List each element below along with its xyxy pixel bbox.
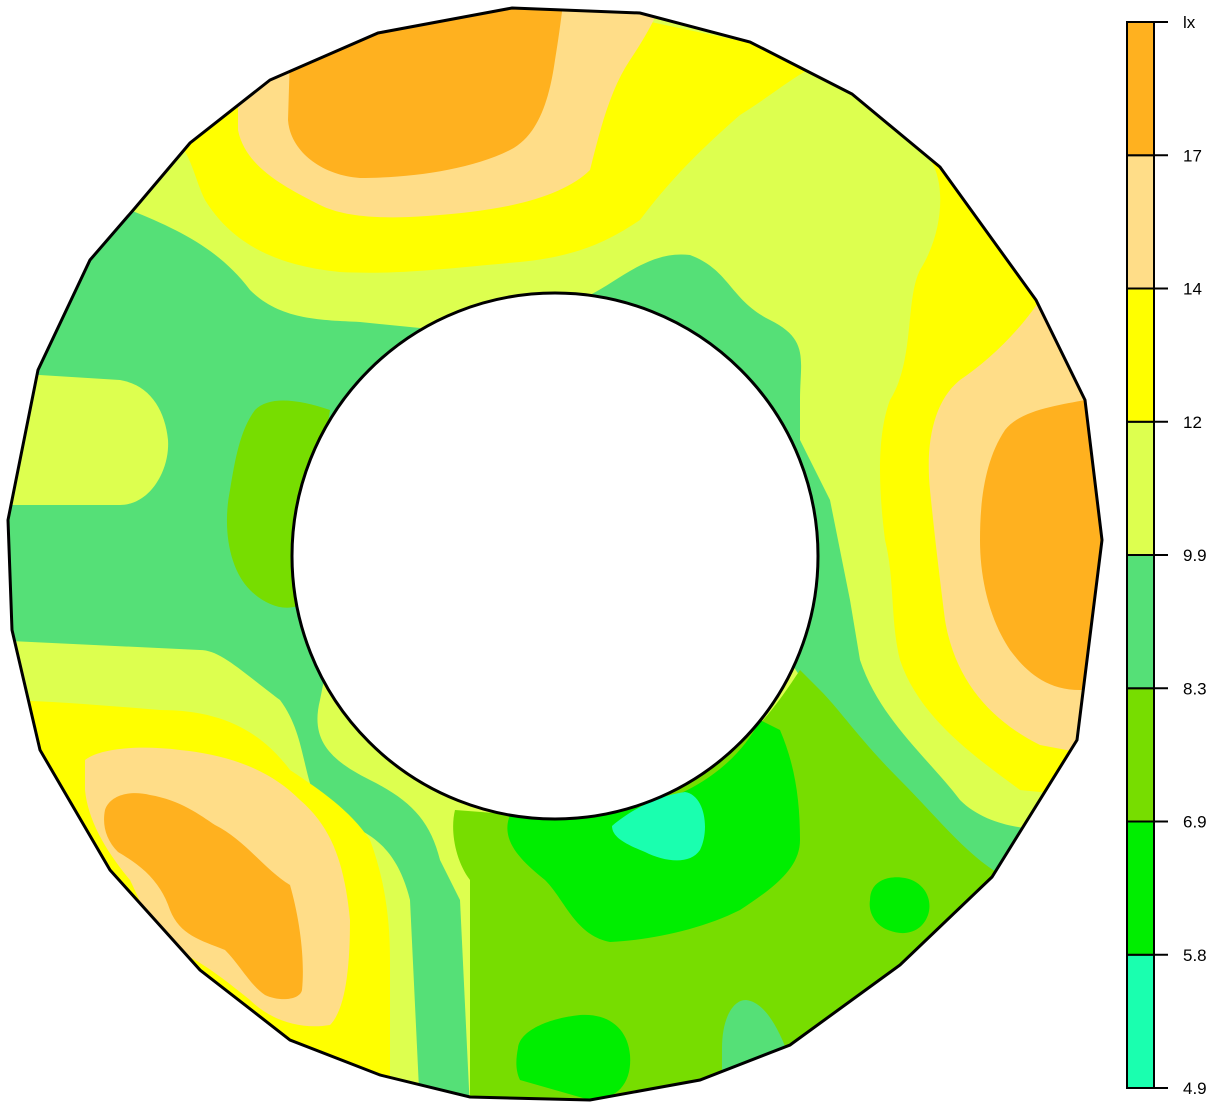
legend-swatch: [1126, 21, 1155, 157]
legend-swatch: [1126, 820, 1155, 956]
legend-tick-label: 6.9: [1183, 813, 1207, 832]
contour-region-bottomleft-orange: [104, 793, 303, 1000]
color-legend: 4.9 5.8 6.9 8.3 9.9 12 14 17 lx: [1126, 13, 1207, 1098]
legend-tick-label: 4.9: [1183, 1079, 1207, 1098]
legend-tick-label: 8.3: [1183, 679, 1207, 698]
legend-swatch: [1126, 953, 1155, 1089]
legend-tick-label: 14: [1183, 280, 1202, 299]
legend-swatch: [1126, 287, 1155, 423]
legend-swatch: [1126, 554, 1155, 690]
legend-unit-label: lx: [1183, 13, 1196, 32]
legend-swatch: [1126, 154, 1155, 290]
legend-tick-label: 5.8: [1183, 946, 1207, 965]
contour-region-island-bottom: [516, 1014, 631, 1100]
contour-region-cyan: [612, 792, 705, 861]
contour-region-island-right: [869, 877, 930, 934]
ring-outer-outline: [6, 6, 1104, 1102]
legend-tick-label: 12: [1183, 413, 1202, 432]
ring-inner-hole: [290, 291, 820, 821]
contour-region-left-yellowgreen: [8, 372, 169, 505]
legend-swatch: [1126, 420, 1155, 556]
legend-tick-label: 17: [1183, 146, 1202, 165]
contour-region-right-orange: [980, 400, 1102, 690]
legend-swatch: [1126, 687, 1155, 823]
legend-tick-label: 9.9: [1183, 546, 1207, 565]
